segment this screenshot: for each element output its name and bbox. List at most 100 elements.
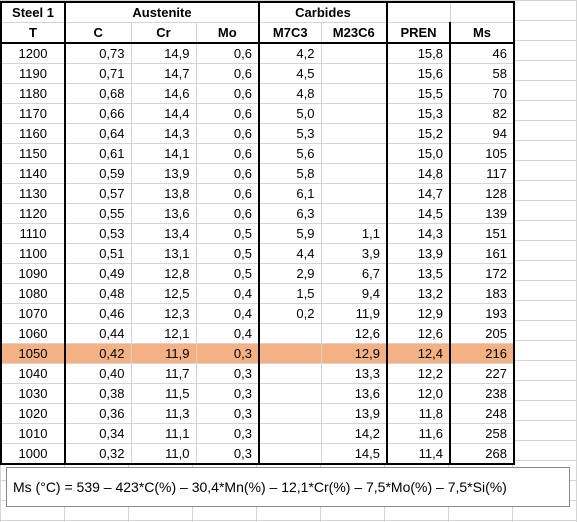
austenite-header[interactable]: Austenite	[64, 1, 260, 23]
cell-m23c6[interactable]	[320, 203, 388, 224]
cell-chromium[interactable]: 14,6	[130, 83, 197, 104]
cell-m7c3[interactable]: 6,3	[258, 203, 322, 224]
cell-carbon[interactable]: 0,36	[64, 403, 132, 424]
cell-pren[interactable]: 14,8	[386, 163, 451, 184]
cell-m23c6[interactable]	[320, 183, 388, 204]
cell-m23c6[interactable]	[320, 103, 388, 124]
cell-pren[interactable]: 14,7	[386, 183, 451, 204]
cell-ms[interactable]: 46	[449, 42, 515, 64]
cell-molybdenum[interactable]: 0,5	[195, 263, 260, 284]
column-header-m7c3[interactable]: M7C3	[258, 22, 322, 44]
cell-pren[interactable]: 13,2	[386, 283, 451, 304]
cell-molybdenum[interactable]: 0,4	[195, 323, 260, 344]
cell-molybdenum[interactable]: 0,3	[195, 383, 260, 404]
cell-temperature[interactable]: 1050	[0, 343, 66, 364]
cell-temperature[interactable]: 1150	[0, 143, 66, 164]
cell-temperature[interactable]: 1200	[0, 42, 66, 64]
cell-chromium[interactable]: 13,9	[130, 163, 197, 184]
cell-molybdenum[interactable]: 0,4	[195, 283, 260, 304]
cell-carbon[interactable]: 0,32	[64, 443, 132, 465]
cell-temperature[interactable]: 1000	[0, 443, 66, 465]
cell-ms[interactable]: 238	[449, 383, 515, 404]
cell-m23c6[interactable]: 3,9	[320, 243, 388, 264]
cell-ms[interactable]: 151	[449, 223, 515, 244]
cell-m23c6[interactable]	[320, 42, 388, 64]
cell-molybdenum[interactable]: 0,6	[195, 123, 260, 144]
cell-m7c3[interactable]: 4,5	[258, 63, 322, 84]
steel-label[interactable]: Steel 1	[0, 1, 66, 23]
column-header-m23c6[interactable]: M23C6	[320, 22, 388, 44]
cell-ms[interactable]: 227	[449, 363, 515, 384]
cell-m23c6[interactable]: 13,6	[320, 383, 388, 404]
cell-carbon[interactable]: 0,44	[64, 323, 132, 344]
cell-molybdenum[interactable]: 0,6	[195, 103, 260, 124]
cell-m7c3[interactable]	[258, 443, 322, 465]
cell-pren[interactable]: 15,5	[386, 83, 451, 104]
cell-temperature[interactable]: 1010	[0, 423, 66, 444]
cell-m23c6[interactable]	[320, 83, 388, 104]
cell-chromium[interactable]: 12,5	[130, 283, 197, 304]
cell-temperature[interactable]: 1090	[0, 263, 66, 284]
cell-ms[interactable]: 139	[449, 203, 515, 224]
cell-m23c6[interactable]	[320, 143, 388, 164]
cell-m23c6[interactable]: 6,7	[320, 263, 388, 284]
cell-carbon[interactable]: 0,73	[64, 42, 132, 64]
cell-carbon[interactable]: 0,64	[64, 123, 132, 144]
cell-temperature[interactable]: 1160	[0, 123, 66, 144]
cell-m23c6[interactable]: 14,5	[320, 443, 388, 465]
cell-carbon[interactable]: 0,40	[64, 363, 132, 384]
cell-ms[interactable]: 128	[449, 183, 515, 204]
cell-pren[interactable]: 15,8	[386, 42, 451, 64]
cell-carbon[interactable]: 0,42	[64, 343, 132, 364]
cell-temperature[interactable]: 1180	[0, 83, 66, 104]
cell-chromium[interactable]: 13,4	[130, 223, 197, 244]
cell-carbon[interactable]: 0,46	[64, 303, 132, 324]
cell-m23c6[interactable]: 12,6	[320, 323, 388, 344]
cell-chromium[interactable]: 13,6	[130, 203, 197, 224]
cell-ms[interactable]: 205	[449, 323, 515, 344]
cell-m7c3[interactable]: 4,4	[258, 243, 322, 264]
cell-ms[interactable]: 268	[449, 443, 515, 465]
cell-pren[interactable]: 13,9	[386, 243, 451, 264]
cell-chromium[interactable]: 12,3	[130, 303, 197, 324]
cell-chromium[interactable]: 14,4	[130, 103, 197, 124]
cell-pren[interactable]: 15,2	[386, 123, 451, 144]
carbides-header[interactable]: Carbides	[258, 1, 388, 23]
cell-m7c3[interactable]: 5,6	[258, 143, 322, 164]
cell-ms[interactable]: 216	[449, 343, 515, 364]
cell-chromium[interactable]: 14,3	[130, 123, 197, 144]
cell-molybdenum[interactable]: 0,6	[195, 83, 260, 104]
cell-pren[interactable]: 14,3	[386, 223, 451, 244]
cell-carbon[interactable]: 0,71	[64, 63, 132, 84]
cell-molybdenum[interactable]: 0,6	[195, 42, 260, 64]
cell-pren[interactable]: 12,2	[386, 363, 451, 384]
cell-molybdenum[interactable]: 0,4	[195, 303, 260, 324]
cell-m7c3[interactable]: 2,9	[258, 263, 322, 284]
cell-ms[interactable]: 117	[449, 163, 515, 184]
cell-chromium[interactable]: 14,1	[130, 143, 197, 164]
cell-temperature[interactable]: 1190	[0, 63, 66, 84]
column-header-chromium[interactable]: Cr	[130, 22, 197, 44]
cell-temperature[interactable]: 1100	[0, 243, 66, 264]
cell-m7c3[interactable]: 4,8	[258, 83, 322, 104]
cell-temperature[interactable]: 1020	[0, 403, 66, 424]
cell-pren[interactable]: 12,6	[386, 323, 451, 344]
cell-chromium[interactable]: 11,9	[130, 343, 197, 364]
cell-temperature[interactable]: 1130	[0, 183, 66, 204]
cell-m23c6[interactable]	[320, 123, 388, 144]
cell-pren[interactable]: 13,5	[386, 263, 451, 284]
cell-m7c3[interactable]: 4,2	[258, 42, 322, 64]
column-header-molybdenum[interactable]: Mo	[195, 22, 260, 44]
cell-temperature[interactable]: 1110	[0, 223, 66, 244]
cell-chromium[interactable]: 14,7	[130, 63, 197, 84]
cell-m7c3[interactable]: 6,1	[258, 183, 322, 204]
cell-ms[interactable]: 82	[449, 103, 515, 124]
cell-carbon[interactable]: 0,61	[64, 143, 132, 164]
cell-carbon[interactable]: 0,68	[64, 83, 132, 104]
cell-chromium[interactable]: 11,0	[130, 443, 197, 465]
cell-molybdenum[interactable]: 0,5	[195, 223, 260, 244]
cell-m23c6[interactable]	[320, 63, 388, 84]
cell-pren[interactable]: 11,8	[386, 403, 451, 424]
cell-pren[interactable]: 12,9	[386, 303, 451, 324]
cell-carbon[interactable]: 0,53	[64, 223, 132, 244]
